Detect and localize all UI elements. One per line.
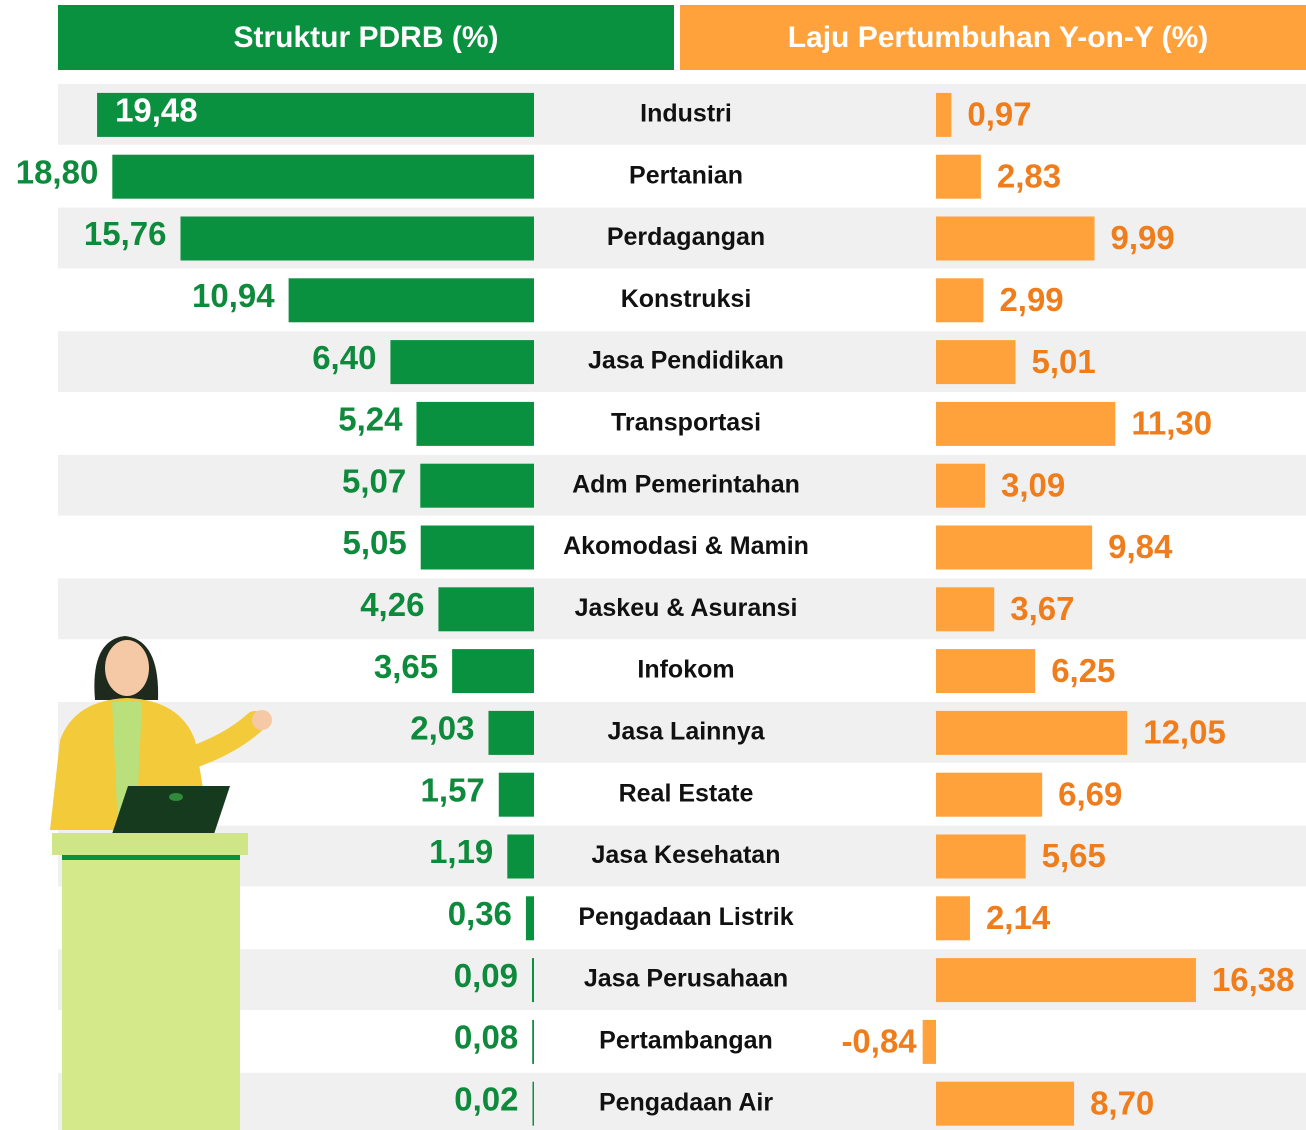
value-label: 3,09 xyxy=(1001,466,1065,503)
bar xyxy=(452,649,534,694)
series-name: Laju Pertumbuhan Y-on-Y (%) xyxy=(788,21,1209,54)
category-label: Pengadaan Listrik xyxy=(578,903,793,931)
value-label: 0,36 xyxy=(448,895,512,932)
category-label: Jaskeu & Asuransi xyxy=(575,594,798,622)
header-right xyxy=(680,5,1306,70)
value-label: -0,84 xyxy=(841,1023,917,1060)
category-label: Transportasi xyxy=(611,409,761,437)
value-label: 18,80 xyxy=(16,153,99,190)
value-label: 2,03 xyxy=(410,710,474,747)
bar xyxy=(498,772,534,817)
category-label: Perdagangan xyxy=(607,223,765,251)
value-label: 5,05 xyxy=(342,524,406,561)
value-label: 0,97 xyxy=(967,96,1031,133)
bar xyxy=(420,525,534,570)
value-label: 3,65 xyxy=(374,648,438,685)
value-label: 8,70 xyxy=(1090,1084,1154,1121)
value-label: 0,02 xyxy=(454,1080,518,1117)
bar xyxy=(936,1081,1075,1126)
value-label: 5,01 xyxy=(1032,343,1096,380)
value-label: 9,84 xyxy=(1108,528,1173,565)
value-label: 6,69 xyxy=(1058,775,1122,812)
value-label: 16,38 xyxy=(1212,961,1295,998)
bar xyxy=(488,710,534,755)
value-label: 2,83 xyxy=(997,157,1061,194)
category-label: Pertanian xyxy=(629,161,743,189)
value-label: 6,40 xyxy=(312,339,376,376)
bar xyxy=(288,278,534,323)
value-label: 9,99 xyxy=(1111,219,1175,256)
bar xyxy=(936,216,1095,261)
bar xyxy=(531,958,534,1003)
bar xyxy=(936,340,1016,385)
bar xyxy=(936,154,981,199)
series-name: Struktur PDRB (%) xyxy=(233,21,498,54)
row-stripe xyxy=(58,331,1306,392)
bar xyxy=(936,649,1036,694)
bar xyxy=(936,896,970,941)
value-label: 5,24 xyxy=(338,401,403,438)
category-label: Jasa Lainnya xyxy=(607,718,765,746)
value-label: 10,94 xyxy=(192,277,275,314)
bar xyxy=(936,278,984,323)
bar xyxy=(438,587,534,632)
bar xyxy=(420,463,534,508)
bar xyxy=(922,1019,936,1064)
bar xyxy=(936,772,1043,817)
illustration xyxy=(50,636,272,1130)
bar xyxy=(532,1081,534,1126)
bar xyxy=(936,463,986,508)
value-label: 6,25 xyxy=(1051,652,1115,689)
bar xyxy=(936,587,995,632)
bar xyxy=(532,1019,534,1064)
value-label: 1,19 xyxy=(429,833,493,870)
bar xyxy=(97,92,534,137)
row-stripe xyxy=(58,825,1306,887)
category-label: Infokom xyxy=(637,656,734,684)
row-stripe xyxy=(58,454,1306,516)
bar xyxy=(936,834,1026,879)
bar xyxy=(507,834,534,879)
bar xyxy=(416,401,534,446)
value-label: 12,05 xyxy=(1143,714,1226,751)
value-label: 5,65 xyxy=(1042,837,1106,874)
bar xyxy=(525,896,534,941)
category-label: Industri xyxy=(640,100,732,128)
value-label: 15,76 xyxy=(84,215,167,252)
category-label: Pengadaan Air xyxy=(599,1088,773,1116)
bar xyxy=(390,340,534,385)
category-label: Konstruksi xyxy=(621,285,752,313)
value-label: 11,30 xyxy=(1131,405,1212,442)
value-label: 4,26 xyxy=(360,586,424,623)
value-label: 2,99 xyxy=(999,281,1063,318)
category-label: Pertambangan xyxy=(599,1027,773,1055)
row-stripe xyxy=(58,1072,1306,1130)
category-label: Jasa Perusahaan xyxy=(584,965,788,993)
bar xyxy=(180,216,534,261)
value-label: 0,08 xyxy=(454,1019,518,1056)
bar xyxy=(936,710,1128,755)
row-stripe xyxy=(58,578,1306,640)
bar xyxy=(112,154,534,199)
value-label: 2,14 xyxy=(986,899,1051,936)
category-label: Adm Pemerintahan xyxy=(572,470,800,498)
value-label: 0,09 xyxy=(454,957,518,994)
value-label: 3,67 xyxy=(1010,590,1074,627)
bar xyxy=(936,958,1196,1003)
bar xyxy=(936,525,1093,570)
value-label: 1,57 xyxy=(421,771,485,808)
value-label: 5,07 xyxy=(342,462,406,499)
category-label: Real Estate xyxy=(619,779,754,807)
value-label: 19,48 xyxy=(115,92,198,129)
category-label: Jasa Kesehatan xyxy=(591,841,780,869)
header-left xyxy=(58,5,674,70)
bar xyxy=(936,401,1116,446)
category-label: Akomodasi & Mamin xyxy=(563,532,809,560)
bar xyxy=(936,92,952,137)
category-label: Jasa Pendidikan xyxy=(588,347,784,375)
